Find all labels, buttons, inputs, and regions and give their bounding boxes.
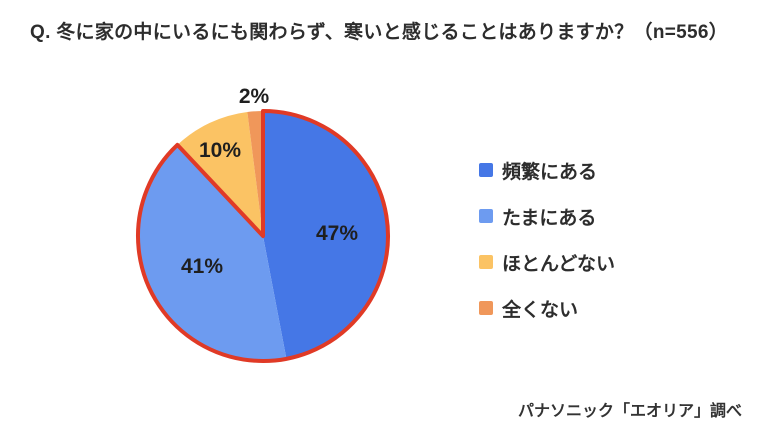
source-credit: パナソニック「エオリア」調べ: [517, 403, 742, 420]
legend-swatch-icon: [479, 255, 493, 269]
pie-emphasis-outline: [136, 109, 390, 363]
pie-value-label-hotondonai: 10%: [198, 139, 242, 162]
legend-swatch-icon: [479, 209, 493, 223]
legend-item-tamani: たまにある: [479, 204, 615, 229]
pie-value-label-hinpan: 47%: [315, 222, 359, 245]
pie-slice-3: [247, 111, 263, 236]
pie-slice-2: [177, 111, 263, 236]
legend-label: たまにある: [502, 207, 597, 229]
legend-label: 全くない: [502, 299, 579, 321]
legend-label: 頻繁にある: [502, 161, 598, 183]
pie-svg: [136, 109, 390, 363]
legend-item-hotondonai: ほとんどない: [479, 250, 616, 275]
legend-swatch-icon: [479, 163, 493, 177]
pie-value-label-mattakunai: 2%: [238, 85, 270, 108]
legend-item-mattakunai: 全くない: [479, 296, 615, 321]
question-title: Q. 冬に家の中にいるにも関わらず、寒いと感じることはありますか？（n=556）: [30, 22, 729, 43]
pie-slice-1: [137, 144, 287, 362]
pie-value-label-tamani: 41%: [180, 255, 224, 278]
pie-chart: 47% 41% 10% 2%: [133, 85, 393, 366]
legend-label: ほとんどない: [502, 253, 616, 275]
legend-swatch-icon: [479, 301, 493, 315]
pie-slice-0: [263, 111, 389, 359]
legend-item-hinpan: 頻繁にある: [479, 158, 615, 183]
legend: 頻繁にある たまにある ほとんどない 全くない: [479, 158, 615, 342]
